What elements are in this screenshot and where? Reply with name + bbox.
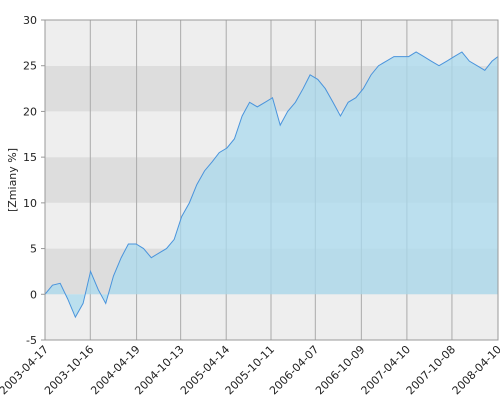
y-axis-label: [Zmiany %]	[6, 148, 19, 212]
y-tick-label: 0	[30, 288, 37, 301]
x-tick-label: 2008-04-10	[450, 343, 500, 397]
line	[44, 51, 499, 319]
y-tick-label: -5	[26, 334, 37, 347]
y-tick-label: 5	[30, 243, 37, 256]
y-tick-label: 30	[23, 14, 37, 27]
y-tick-label: 15	[23, 151, 37, 164]
area	[45, 52, 498, 318]
y-tick-label: 20	[23, 105, 37, 118]
plot-frame	[44, 19, 499, 341]
y-tick-label: 10	[23, 197, 37, 210]
y-tick-label: 25	[23, 60, 37, 73]
